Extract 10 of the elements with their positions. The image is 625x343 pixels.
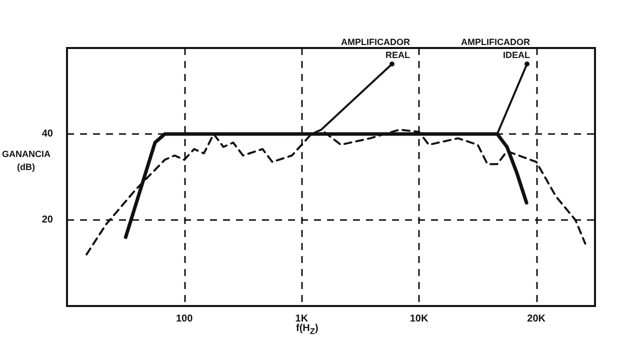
text: AMPLIFICADOR REAL	[340, 36, 410, 62]
x-tick-label: 100	[176, 314, 194, 324]
x-tick-label: 10K	[410, 314, 429, 324]
y-axis-title: GANANCIA (dB)	[2, 148, 50, 174]
x-axis-title: f(H$_{Z}$)	[296, 322, 318, 338]
y-tick-label: 20	[42, 214, 54, 226]
text: AMPLIFICADOR IDEAL	[460, 36, 530, 62]
x-tick-label: 20K	[527, 314, 546, 324]
x-tick-label: 1K	[295, 314, 309, 324]
y-tick-label: 40	[42, 128, 54, 140]
